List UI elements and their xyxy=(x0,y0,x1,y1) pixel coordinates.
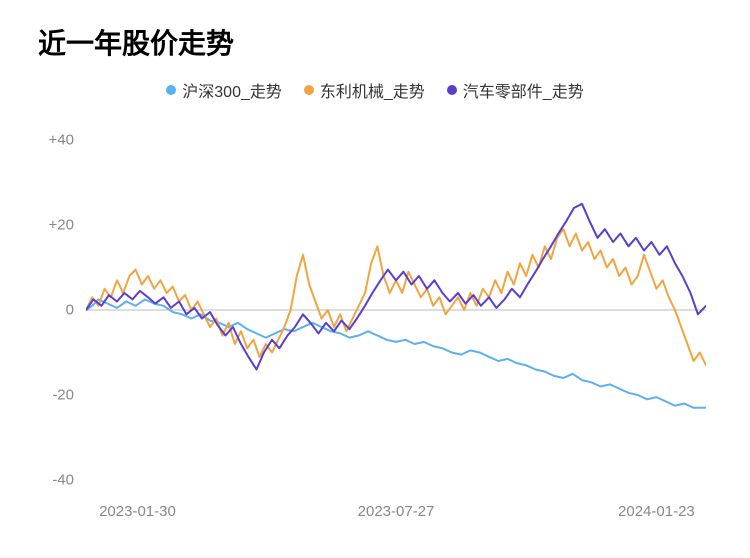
legend-item-2: 汽车零部件_走势 xyxy=(447,78,584,102)
chart-legend: 沪深300_走势 东利机械_走势 汽车零部件_走势 xyxy=(0,78,750,102)
x-tick-2: 2024-01-23 xyxy=(618,503,695,520)
x-tick-1: 2023-07-27 xyxy=(358,503,435,520)
series-line-0 xyxy=(86,299,706,407)
legend-item-1: 东利机械_走势 xyxy=(304,78,425,102)
legend-label-2: 汽车零部件_走势 xyxy=(463,78,584,102)
y-tick-3: -20 xyxy=(34,387,74,404)
legend-marker-1 xyxy=(304,85,314,95)
legend-label-1: 东利机械_走势 xyxy=(320,78,425,102)
chart-area: +40 +20 0 -20 -40 2023-01-30 2023-07-27 … xyxy=(38,120,718,520)
legend-marker-0 xyxy=(166,85,176,95)
y-tick-4: -40 xyxy=(34,472,74,489)
legend-marker-2 xyxy=(447,85,457,95)
y-tick-1: +20 xyxy=(34,217,74,234)
x-tick-0: 2023-01-30 xyxy=(99,503,176,520)
y-tick-0: +40 xyxy=(34,132,74,149)
chart-plot xyxy=(86,140,706,480)
y-tick-2: 0 xyxy=(34,302,74,319)
legend-item-0: 沪深300_走势 xyxy=(166,78,282,102)
series-line-1 xyxy=(86,229,706,365)
legend-label-0: 沪深300_走势 xyxy=(182,78,282,102)
series-line-2 xyxy=(86,204,706,370)
chart-title: 近一年股价走势 xyxy=(38,22,234,62)
